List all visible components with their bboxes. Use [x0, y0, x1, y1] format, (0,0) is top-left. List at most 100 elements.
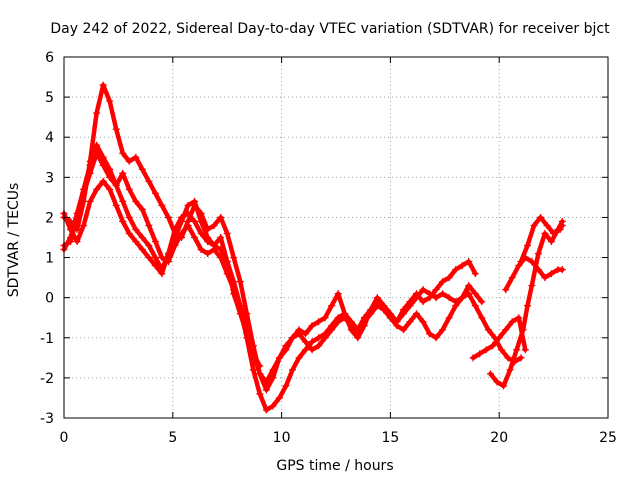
x-tick-label: 25 [599, 430, 617, 446]
data-point [495, 334, 503, 342]
data-point [547, 270, 555, 278]
data-point [132, 197, 140, 205]
data-point [119, 169, 127, 177]
data-point [439, 290, 447, 298]
plot-frame [63, 56, 609, 419]
data-point [432, 286, 440, 294]
data-point [517, 258, 525, 266]
data-point [99, 81, 107, 89]
data-point [439, 278, 447, 286]
data-point [184, 209, 192, 217]
data-point [112, 125, 120, 133]
data-point [302, 346, 310, 354]
y-tick-label: 4 [45, 130, 54, 146]
data-point [236, 278, 244, 286]
data-point [138, 234, 146, 241]
data-point [302, 338, 310, 346]
data-point [132, 238, 140, 246]
data-point [80, 185, 88, 193]
x-tick-label: 5 [168, 430, 177, 446]
data-point [386, 314, 394, 322]
data-point [315, 334, 323, 342]
data-point [197, 217, 205, 225]
data-point [308, 338, 316, 346]
y-tick-label: 1 [45, 251, 54, 267]
data-point [360, 318, 368, 326]
data-point [125, 229, 133, 237]
data-point [445, 274, 453, 282]
data-point [469, 354, 477, 362]
data-point [413, 310, 421, 318]
data-point [197, 229, 205, 237]
data-point [334, 318, 342, 326]
data-point [406, 302, 414, 310]
data-point [145, 177, 153, 185]
data-point [269, 402, 277, 410]
data-point [223, 229, 231, 237]
data-point [191, 234, 199, 241]
data-point [86, 197, 94, 205]
data-point [519, 326, 527, 334]
data-point [158, 201, 166, 209]
y-tick-label: 3 [45, 170, 54, 186]
data-point [543, 221, 551, 229]
data-point [275, 394, 283, 402]
data-point [93, 141, 101, 149]
data-point [308, 322, 316, 330]
data-point [112, 201, 120, 209]
data-point [556, 225, 564, 233]
series-layer [60, 81, 566, 414]
data-point [138, 165, 146, 173]
data-point [445, 294, 453, 302]
data-point [354, 330, 362, 338]
axis-tick-labels: 0 5 10 15 20 25 -3 -2 -1 0 1 2 3 4 5 6 [40, 50, 617, 446]
data-point [534, 250, 542, 258]
data-point [506, 366, 514, 374]
data-point [145, 242, 153, 250]
data-point [249, 350, 257, 358]
data-point [99, 153, 107, 161]
data-point [515, 314, 523, 322]
y-tick-label: 6 [45, 50, 54, 66]
data-point [334, 290, 342, 298]
data-point [478, 314, 486, 322]
data-point [275, 354, 283, 362]
series-track-1 [60, 81, 479, 394]
data-point [151, 238, 159, 246]
data-point [125, 213, 133, 221]
data-point [151, 262, 159, 270]
data-point [171, 225, 179, 233]
data-point [151, 254, 159, 262]
data-point [452, 298, 460, 306]
data-point [471, 302, 479, 310]
data-point [184, 221, 192, 229]
data-point [534, 266, 542, 274]
data-point [523, 302, 531, 310]
data-point [321, 334, 329, 342]
series-line [503, 255, 565, 292]
data-point [184, 201, 192, 209]
data-point [106, 165, 114, 173]
data-point [347, 322, 355, 330]
series-track-7 [502, 254, 566, 294]
data-point [413, 294, 421, 302]
data-point [541, 274, 549, 282]
data-point [230, 290, 238, 298]
data-point [67, 225, 75, 233]
series-track-5 [469, 314, 529, 362]
data-point [493, 378, 501, 386]
data-point [367, 310, 375, 318]
series-track-6 [486, 217, 566, 390]
axis-ticks [63, 56, 609, 419]
data-point [393, 318, 401, 326]
y-tick-label: 2 [45, 210, 54, 226]
data-point [145, 254, 153, 262]
data-point [341, 314, 349, 322]
data-point [119, 149, 127, 157]
data-point [230, 254, 238, 262]
data-point [158, 254, 166, 262]
data-point [93, 185, 101, 193]
data-point [243, 330, 251, 338]
data-point [256, 362, 264, 370]
data-point [476, 350, 484, 358]
